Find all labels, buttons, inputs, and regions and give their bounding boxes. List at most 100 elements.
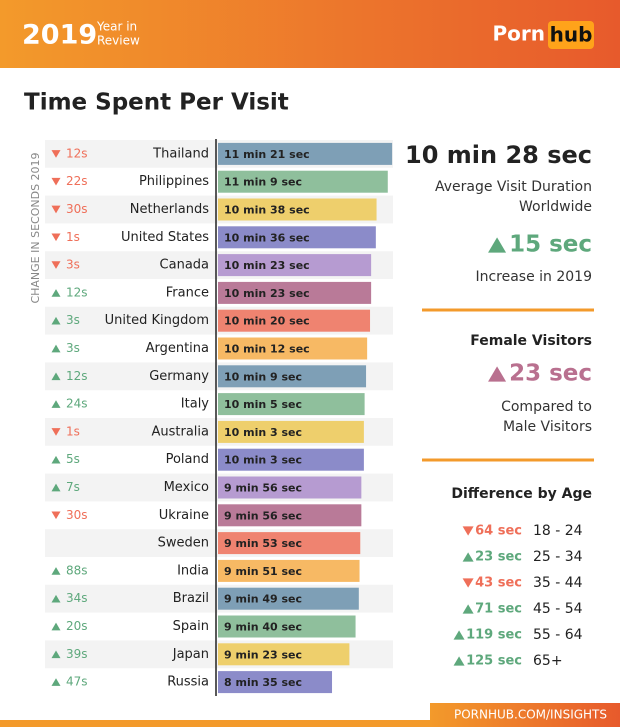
age-label: 45 - 54 bbox=[533, 601, 583, 617]
change-label: 12s bbox=[66, 369, 88, 383]
arrow bbox=[51, 316, 61, 325]
age-label: 55 - 64 bbox=[533, 627, 583, 643]
category-label: Italy bbox=[181, 397, 210, 412]
category-label: Australia bbox=[151, 424, 209, 439]
bar bbox=[218, 393, 365, 416]
arrow bbox=[51, 289, 61, 297]
bar-label: 10 min 36 sec bbox=[224, 231, 310, 244]
sidebar: 10 min 28 sec Average Visit Duration World… bbox=[405, 141, 592, 669]
category-label: Argentina bbox=[146, 341, 209, 356]
bar-label: 9 min 56 sec bbox=[224, 482, 302, 495]
category-label: France bbox=[166, 285, 209, 300]
change-label: 24s bbox=[66, 397, 88, 411]
bar bbox=[218, 448, 364, 471]
age-change: 71 sec bbox=[475, 602, 522, 617]
category-label: Sweden bbox=[158, 536, 209, 551]
category-label: Canada bbox=[160, 258, 209, 273]
footer-band bbox=[0, 720, 620, 727]
arrow bbox=[51, 233, 61, 242]
change-axis-label: CHANGE IN SECONDS 2019 bbox=[29, 152, 42, 303]
category-label: Thailand bbox=[152, 146, 209, 161]
bar bbox=[218, 254, 372, 277]
category-label: Philippines bbox=[139, 174, 209, 189]
category-label: India bbox=[177, 563, 209, 578]
change-label: 34s bbox=[66, 591, 88, 605]
bar-label: 10 min 3 sec bbox=[224, 454, 302, 467]
section-title: Difference by Age bbox=[451, 486, 592, 502]
bar-label: 9 min 56 sec bbox=[224, 509, 302, 522]
caption: Compared to bbox=[501, 399, 592, 415]
age-change: 64 sec bbox=[475, 524, 522, 539]
arrow bbox=[51, 483, 61, 492]
bar-label: 10 min 23 sec bbox=[224, 287, 310, 300]
category-label: Mexico bbox=[164, 480, 209, 495]
age-change: 43 sec bbox=[475, 576, 522, 591]
change-label: 7s bbox=[66, 480, 80, 494]
arrow bbox=[488, 237, 507, 253]
bar bbox=[218, 476, 362, 499]
bar-label: 10 min 20 sec bbox=[224, 315, 310, 328]
change-label: 47s bbox=[66, 675, 88, 689]
bar-label: 8 min 35 sec bbox=[224, 676, 302, 689]
age-change: 125 sec bbox=[466, 654, 522, 669]
category-label: Brazil bbox=[173, 591, 209, 606]
header-band bbox=[0, 0, 620, 68]
avg-duration: 10 min 28 sec bbox=[405, 141, 592, 169]
change-label: 88s bbox=[66, 563, 88, 577]
bar bbox=[218, 532, 361, 555]
bar-label: 9 min 40 sec bbox=[224, 621, 302, 634]
age-label: 35 - 44 bbox=[533, 575, 583, 591]
bar bbox=[218, 587, 359, 610]
arrow bbox=[51, 344, 61, 353]
category-label: Germany bbox=[149, 369, 209, 384]
bar-label: 9 min 23 sec bbox=[224, 648, 302, 661]
age-change: 23 sec bbox=[475, 550, 522, 565]
footer-box bbox=[430, 703, 620, 727]
change-label: 3s bbox=[66, 258, 80, 272]
category-label: Poland bbox=[166, 452, 209, 467]
change-label: 1s bbox=[66, 424, 80, 438]
change-label: 30s bbox=[66, 508, 88, 522]
bar bbox=[218, 365, 367, 388]
change-label: 12s bbox=[66, 285, 88, 299]
arrow bbox=[51, 205, 61, 214]
change-label: 30s bbox=[66, 202, 88, 216]
bar bbox=[218, 198, 377, 221]
arrow bbox=[51, 678, 61, 686]
category-label: Netherlands bbox=[130, 202, 209, 217]
bar-label: 10 min 23 sec bbox=[224, 259, 310, 272]
bar-label: 11 min 21 sec bbox=[224, 148, 310, 161]
bar bbox=[218, 671, 333, 694]
change-label: 12s bbox=[66, 146, 88, 160]
header-caption: Review bbox=[97, 34, 140, 48]
stat-value: 15 sec bbox=[509, 232, 592, 258]
bar bbox=[218, 559, 360, 582]
footer-text: PORNHUB.COM/INSIGHTS bbox=[454, 708, 607, 722]
category-label: Japan bbox=[172, 647, 209, 662]
arrow bbox=[51, 594, 61, 603]
bar bbox=[218, 643, 350, 666]
rows: Thailand 12s 11 min 21 sec Philippines 22s 11… bbox=[45, 140, 393, 694]
change-label: 3s bbox=[66, 313, 80, 327]
arrow bbox=[462, 604, 474, 614]
bar-label: 10 min 9 sec bbox=[224, 370, 302, 383]
arrow bbox=[51, 177, 61, 186]
change-label: 20s bbox=[66, 619, 88, 633]
arrow bbox=[51, 400, 61, 408]
arrow bbox=[488, 366, 507, 382]
category-label: Russia bbox=[167, 675, 209, 690]
arrow bbox=[51, 622, 61, 631]
arrow bbox=[462, 526, 474, 536]
arrow bbox=[51, 150, 61, 158]
arrow bbox=[51, 650, 61, 659]
bar-label: 10 min 5 sec bbox=[224, 398, 302, 411]
arrow bbox=[51, 567, 61, 575]
change-label: 5s bbox=[66, 452, 80, 466]
arrow bbox=[453, 656, 465, 666]
bar bbox=[218, 615, 356, 638]
bar-label: 9 min 49 sec bbox=[224, 593, 302, 606]
stat-value: 23 sec bbox=[509, 361, 592, 387]
logo-text: Porn bbox=[493, 22, 546, 46]
bar bbox=[218, 420, 364, 443]
